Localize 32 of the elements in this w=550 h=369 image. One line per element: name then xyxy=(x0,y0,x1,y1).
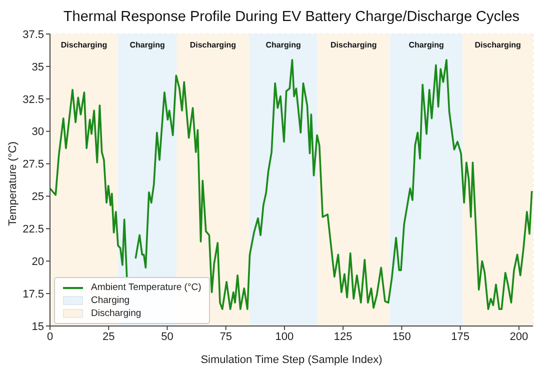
band-label: Discharging xyxy=(330,40,377,50)
y-tick-label: 30 xyxy=(32,126,44,138)
band-label: Discharging xyxy=(474,40,522,50)
y-tick-label: 15 xyxy=(32,320,44,333)
y-tick-label: 22.5 xyxy=(22,224,44,236)
legend-label: Ambient Temperature (°C) xyxy=(91,282,202,293)
chart-title: Thermal Response Profile During EV Battery Charge/Discharge Cycles xyxy=(62,9,521,25)
band-label: Charging xyxy=(408,40,444,50)
band-label: Charging xyxy=(266,40,301,50)
x-tick-label: 75 xyxy=(220,330,232,343)
y-tick-label: 35 xyxy=(32,61,44,74)
x-tick-label: 0 xyxy=(46,330,54,343)
y-tick-label: 20 xyxy=(32,256,44,268)
y-tick-label: 25 xyxy=(32,191,44,204)
text: Discharging xyxy=(60,40,108,50)
x-tick-label: 100 xyxy=(275,330,294,343)
y-tick-label: 27.5 xyxy=(22,158,44,171)
y-tick-label: 17.5 xyxy=(22,288,44,300)
text: Charging xyxy=(91,295,130,306)
band-label: Charging xyxy=(130,40,165,50)
y-axis-title: Temperature (°C) xyxy=(6,142,19,226)
x-tick-label: 175 xyxy=(451,330,470,343)
band-label: Discharging xyxy=(190,40,236,50)
x-tick-label: 150 xyxy=(392,330,411,343)
x-axis-title: Simulation Time Step (Sample Index) xyxy=(200,354,382,366)
band-label: Discharging xyxy=(91,308,142,319)
x-tick-label: 25 xyxy=(102,330,115,343)
y-tick-label: 32.5 xyxy=(22,94,44,106)
x-tick-label: 50 xyxy=(161,330,174,343)
x-tick-label: 125 xyxy=(334,330,352,343)
y-tick-label: 37.5 xyxy=(22,28,44,41)
x-tick-label: 200 xyxy=(510,330,528,343)
